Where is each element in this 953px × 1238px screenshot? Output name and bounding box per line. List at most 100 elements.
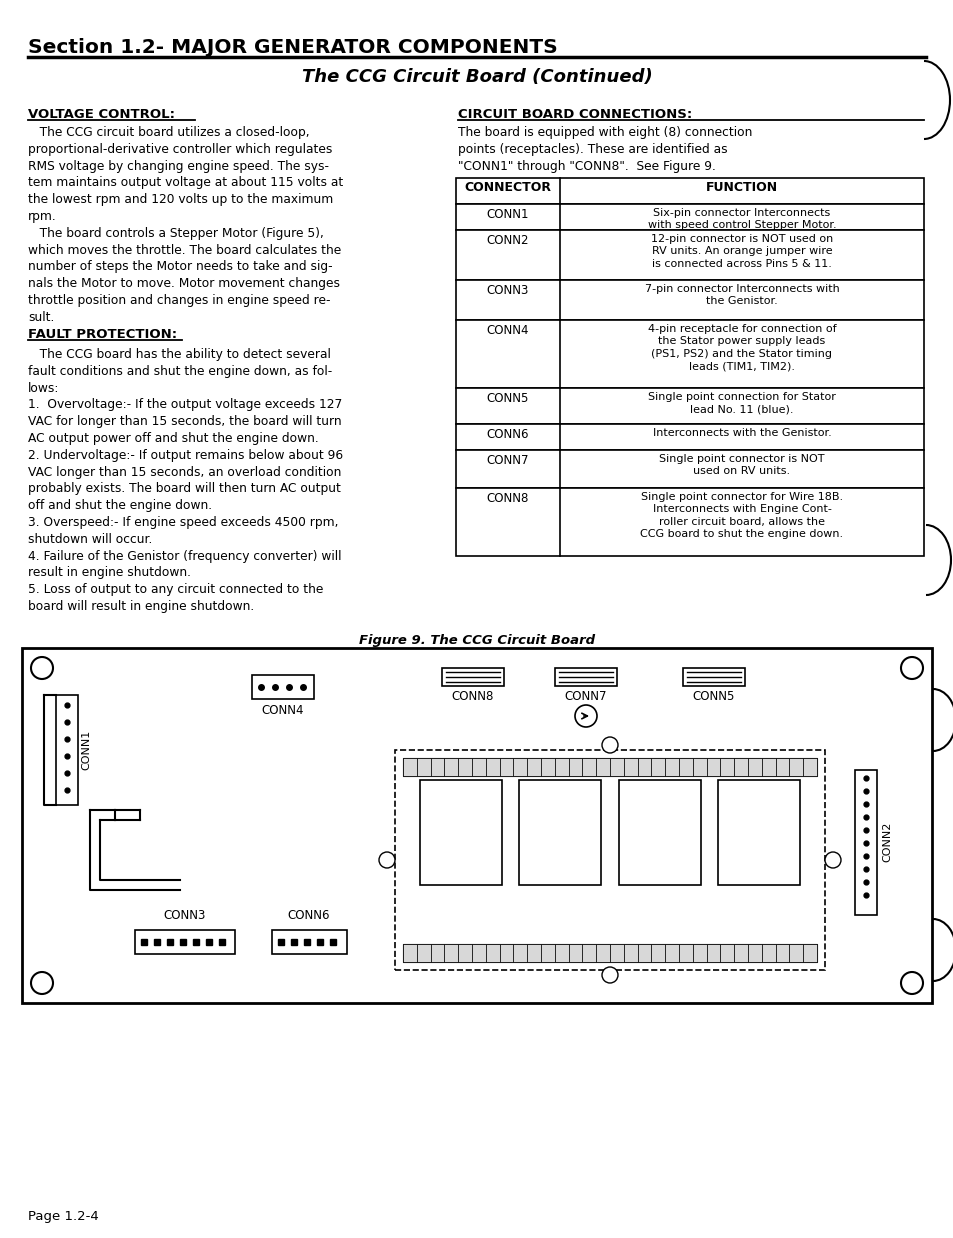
Bar — [456, 204, 923, 230]
Bar — [402, 758, 816, 776]
Text: CONNECTOR: CONNECTOR — [464, 181, 551, 194]
Bar — [527, 945, 540, 962]
Bar — [623, 945, 637, 962]
Circle shape — [30, 657, 53, 678]
Bar — [651, 758, 664, 776]
Circle shape — [824, 852, 841, 868]
Text: CONN5: CONN5 — [486, 392, 529, 405]
Bar — [540, 758, 555, 776]
Text: 4-pin receptacle for connection of
the Stator power supply leads
(PS1, PS2) and : 4-pin receptacle for connection of the S… — [647, 324, 836, 371]
Bar — [788, 758, 802, 776]
Bar — [568, 945, 581, 962]
Text: Six-pin connector Interconnects
with speed control Stepper Motor.: Six-pin connector Interconnects with spe… — [647, 208, 836, 230]
Bar — [761, 758, 775, 776]
Circle shape — [601, 737, 618, 753]
Bar — [651, 945, 664, 962]
Bar — [56, 695, 78, 805]
Bar — [485, 945, 499, 962]
Bar — [706, 758, 720, 776]
Bar — [637, 758, 651, 776]
Bar — [761, 945, 775, 962]
Bar — [456, 488, 923, 556]
Bar — [596, 945, 609, 962]
Bar — [472, 758, 485, 776]
Bar — [747, 945, 761, 962]
Text: CONN2: CONN2 — [486, 234, 529, 248]
Text: The CCG board has the ability to detect several
fault conditions and shut the en: The CCG board has the ability to detect … — [28, 348, 343, 613]
Bar — [609, 945, 623, 962]
Bar — [609, 758, 623, 776]
Text: FUNCTION: FUNCTION — [705, 181, 778, 194]
Text: Single point connector is NOT
used on RV units.: Single point connector is NOT used on RV… — [659, 454, 824, 477]
Bar — [456, 280, 923, 319]
Bar — [416, 758, 430, 776]
Bar — [430, 945, 444, 962]
Bar — [402, 945, 416, 962]
Bar — [682, 669, 744, 686]
Text: CONN4: CONN4 — [486, 324, 529, 337]
Bar — [775, 758, 788, 776]
Bar — [555, 758, 568, 776]
Text: CONN2: CONN2 — [882, 822, 891, 862]
Text: Single point connector for Wire 18B.
Interconnects with Engine Cont-
roller circ: Single point connector for Wire 18B. Int… — [639, 491, 842, 540]
Text: CONN3: CONN3 — [164, 909, 206, 922]
Text: CONN4: CONN4 — [261, 704, 304, 717]
Bar — [513, 758, 527, 776]
Bar — [623, 758, 637, 776]
Bar — [272, 930, 347, 954]
Bar — [555, 669, 617, 686]
Text: CONN7: CONN7 — [564, 690, 607, 703]
Bar — [734, 945, 747, 962]
Text: CONN1: CONN1 — [486, 208, 529, 222]
Bar — [456, 319, 923, 387]
Bar — [456, 230, 923, 280]
Bar — [802, 945, 816, 962]
Text: Interconnects with the Genistor.: Interconnects with the Genistor. — [652, 428, 830, 438]
Text: The CCG Circuit Board (Continued): The CCG Circuit Board (Continued) — [301, 68, 652, 85]
Bar — [252, 675, 314, 699]
Bar — [499, 945, 513, 962]
Bar — [618, 780, 700, 885]
Bar — [555, 945, 568, 962]
Text: CONN7: CONN7 — [486, 454, 529, 467]
Circle shape — [900, 657, 923, 678]
Bar — [485, 758, 499, 776]
Bar — [854, 770, 876, 915]
Bar — [472, 945, 485, 962]
Circle shape — [900, 972, 923, 994]
Bar — [717, 780, 799, 885]
Bar — [664, 758, 679, 776]
Text: CONN6: CONN6 — [288, 909, 330, 922]
Circle shape — [378, 852, 395, 868]
Bar — [568, 758, 581, 776]
Bar — [499, 758, 513, 776]
Bar — [457, 758, 472, 776]
Bar — [581, 758, 596, 776]
Bar — [444, 758, 457, 776]
Bar — [457, 945, 472, 962]
Text: CONN8: CONN8 — [486, 491, 529, 505]
Text: VOLTAGE CONTROL:: VOLTAGE CONTROL: — [28, 108, 174, 121]
Bar — [430, 758, 444, 776]
Bar — [706, 945, 720, 962]
Bar — [456, 178, 923, 204]
Bar — [395, 750, 824, 971]
Text: CONN3: CONN3 — [486, 284, 529, 297]
Bar — [581, 945, 596, 962]
Bar — [692, 945, 706, 962]
Bar — [518, 780, 600, 885]
Text: CIRCUIT BOARD CONNECTIONS:: CIRCUIT BOARD CONNECTIONS: — [457, 108, 692, 121]
Bar — [527, 758, 540, 776]
Bar — [596, 758, 609, 776]
Bar — [444, 945, 457, 962]
Text: CONN6: CONN6 — [486, 428, 529, 441]
Bar — [416, 945, 430, 962]
Text: Page 1.2-4: Page 1.2-4 — [28, 1210, 99, 1223]
Bar — [720, 945, 734, 962]
Bar — [135, 930, 234, 954]
Bar — [788, 945, 802, 962]
Text: 12-pin connector is NOT used on
RV units. An orange jumper wire
is connected acr: 12-pin connector is NOT used on RV units… — [650, 234, 832, 269]
Bar — [775, 945, 788, 962]
Bar — [679, 758, 692, 776]
Bar — [720, 758, 734, 776]
